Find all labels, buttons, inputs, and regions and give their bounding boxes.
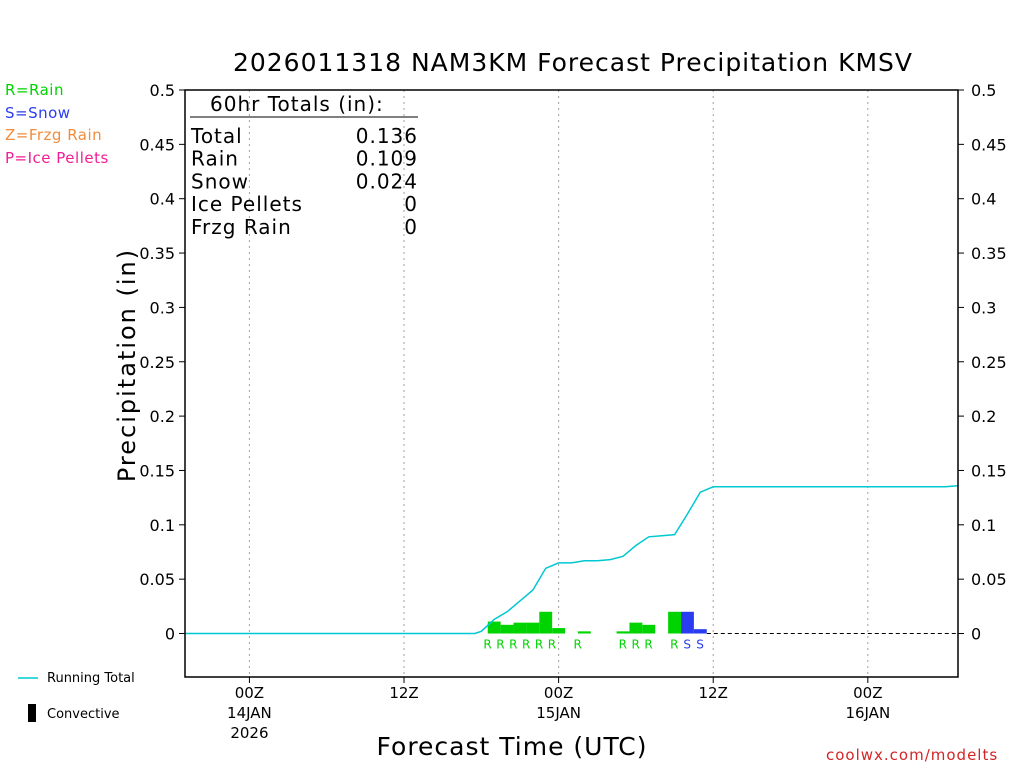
y-tick-label-left: 0.1 — [150, 516, 175, 535]
y-tick-label-left: 0.15 — [139, 461, 175, 480]
y-tick-label-right: 0.25 — [971, 353, 1007, 372]
precip-type-marker: R — [619, 638, 628, 652]
x-tick-label: 00Z — [544, 684, 573, 702]
precip-type-marker: R — [483, 638, 492, 652]
totals-row-value: 0.136 — [356, 124, 418, 148]
precip-bar-rain — [552, 628, 566, 634]
precip-bar-rain — [577, 631, 591, 634]
legend-ice-pellets: P=Ice Pellets — [5, 149, 109, 167]
y-tick-label-right: 0.35 — [971, 244, 1007, 263]
plot-frame — [184, 89, 959, 678]
x-tick-year-label: 2026 — [230, 724, 268, 742]
totals-row-value: 0 — [404, 215, 418, 239]
precip-type-marker: R — [509, 638, 518, 652]
x-tick-label: 12Z — [389, 684, 418, 702]
precip-type-marker: R — [535, 638, 544, 652]
legend-frzg-rain: Z=Frzg Rain — [5, 126, 103, 144]
y-tick-label-right: 0.3 — [971, 298, 996, 317]
plot-border — [184, 89, 959, 678]
precip-bar-rain — [616, 631, 630, 634]
y-tick-label-right: 0.2 — [971, 407, 996, 426]
totals-row-label: Total — [190, 124, 243, 148]
y-tick-label-right: 0 — [971, 625, 981, 644]
convective-legend-swatch — [28, 704, 36, 722]
totals-row-label: Snow — [191, 169, 249, 193]
y-tick-label-right: 0.45 — [971, 135, 1007, 154]
totals-row-label: Frzg Rain — [191, 215, 292, 239]
precip-type-marker: R — [574, 638, 583, 652]
precip-type-marker: R — [548, 638, 557, 652]
x-tick-label: 00Z — [853, 684, 882, 702]
precip-type-marker: S — [696, 638, 704, 652]
running-total-layer — [185, 484, 959, 635]
precip-type-marker: S — [683, 638, 691, 652]
y-tick-label-right: 0.05 — [971, 570, 1007, 589]
precip-bar-rain — [629, 622, 643, 634]
legend-snow: S=Snow — [5, 104, 71, 122]
totals-row-value: 0.024 — [356, 169, 418, 193]
precip-type-marker: R — [522, 638, 531, 652]
precip-type-marker: R — [631, 638, 640, 652]
precip-bar-rain — [539, 611, 553, 634]
y-tick-label-left: 0.4 — [150, 190, 175, 209]
precip-bar-snow — [681, 611, 694, 634]
y-tick-label-left: 0.25 — [139, 353, 175, 372]
totals-row-label: Rain — [191, 147, 239, 171]
y-tick-label-left: 0.2 — [150, 407, 175, 426]
precip-bar-rain — [642, 624, 656, 634]
precip-type-marker: R — [670, 638, 679, 652]
precip-bar-rain — [526, 622, 540, 634]
x-tick-date-label: 14JAN — [227, 704, 272, 722]
axis-ticks: 0.5 0.5 0.45 0.45 0.4 0.4 0.35 0.35 0.3 0.3 0.25 0.… — [139, 81, 1006, 742]
y-tick-label-right: 0.15 — [971, 461, 1007, 480]
x-axis-label: Forecast Time (UTC) — [376, 732, 648, 761]
precip-bars — [487, 611, 707, 634]
chart-title: 2026011318 NAM3KM Forecast Precipitation… — [232, 48, 914, 77]
totals-row-label: Ice Pellets — [191, 192, 303, 216]
x-tick-label: 12Z — [699, 684, 728, 702]
y-tick-label-left: 0.05 — [139, 570, 175, 589]
y-tick-label-left: 0.3 — [150, 298, 175, 317]
x-tick-date-label: 15JAN — [536, 704, 581, 722]
precip-bar-rain — [513, 622, 527, 634]
convective-legend-label: Convective — [47, 707, 120, 722]
totals-row-value: 0 — [404, 192, 418, 216]
y-tick-label-right: 0.5 — [971, 81, 996, 100]
y-tick-label-left: 0.45 — [139, 135, 175, 154]
y-tick-label-right: 0.1 — [971, 516, 996, 535]
bottom-legend — [18, 677, 38, 722]
precip-bar-snow — [693, 629, 707, 634]
x-tick-date-label: 16JAN — [845, 704, 890, 722]
legend-rain: R=Rain — [5, 81, 64, 99]
y-tick-label-left: 0.35 — [139, 244, 175, 263]
y-tick-label-right: 0.4 — [971, 190, 996, 209]
y-tick-label-left: 0.5 — [150, 81, 175, 100]
credit-link[interactable]: coolwx.com/modelts — [826, 746, 999, 764]
totals-box: 60hr Totals (in): Total 0.136 Rain 0.109 Snow… — [190, 92, 418, 239]
running-total-line — [185, 484, 959, 635]
precip-bar-rain — [487, 621, 501, 634]
precip-type-marker: R — [496, 638, 505, 652]
running-total-legend-label: Running Total — [47, 671, 135, 686]
totals-row-value: 0.109 — [356, 147, 418, 171]
grid-lines — [248, 90, 958, 677]
precip-type-marker: R — [644, 638, 653, 652]
precip-bar-rain — [668, 611, 682, 634]
y-tick-label-left: 0 — [165, 625, 175, 644]
totals-heading: 60hr Totals (in): — [210, 92, 384, 116]
precip-bar-rain — [500, 624, 514, 634]
x-tick-label: 00Z — [235, 684, 264, 702]
